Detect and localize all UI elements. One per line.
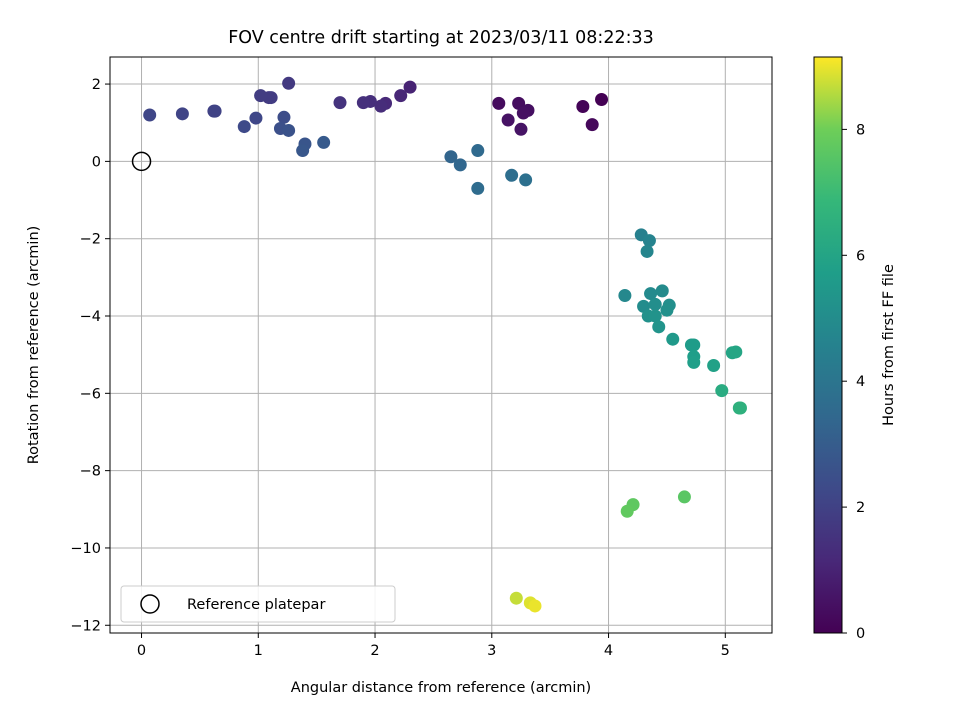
x-tick-label: 3 [487, 643, 496, 659]
colorbar-label: Hours from first FF file [881, 264, 897, 426]
data-point [642, 234, 656, 248]
axes-frame [109, 56, 773, 634]
data-point [687, 338, 701, 352]
data-point [296, 144, 310, 158]
data-point [509, 591, 523, 605]
data-point [249, 111, 263, 125]
x-axis-label: Angular distance from reference (arcmin) [291, 680, 591, 696]
data-point [637, 299, 651, 313]
data-point [618, 289, 632, 303]
data-point [715, 384, 729, 398]
data-point [237, 120, 251, 134]
y-axis-ticks: −12 −10 −8 −6 −4 −2 0 2 [70, 77, 110, 634]
legend-frame [120, 585, 396, 623]
data-point [374, 99, 388, 113]
reference-point-marker [131, 151, 152, 172]
data-point [733, 401, 747, 415]
data-point [516, 106, 530, 120]
data-point [729, 345, 743, 359]
x-tick-label: 4 [604, 643, 613, 659]
data-point [264, 91, 278, 105]
data-point [254, 89, 268, 103]
grid-lines [110, 57, 772, 633]
y-tick-label: −6 [80, 386, 101, 402]
colorbar-gradient [813, 56, 843, 634]
data-point [655, 284, 669, 298]
y-axis-label: Rotation from reference (arcmin) [26, 226, 42, 465]
data-point [707, 358, 721, 372]
data-point [453, 158, 467, 172]
data-point [356, 96, 370, 110]
x-tick-label: 1 [254, 643, 263, 659]
data-point [492, 96, 506, 110]
data-point [644, 287, 658, 301]
y-tick-label: 2 [92, 77, 101, 93]
colorbar-ticks: 0 2 4 6 8 [842, 122, 865, 642]
data-point [394, 89, 408, 103]
x-tick-label: 5 [721, 643, 730, 659]
data-point [514, 122, 528, 136]
data-point [333, 96, 347, 110]
data-point [143, 108, 157, 122]
data-point [640, 244, 654, 258]
data-point [585, 118, 599, 132]
y-tick-label: −12 [70, 618, 101, 634]
data-point [660, 303, 674, 317]
data-point [677, 490, 691, 504]
data-point [505, 168, 519, 182]
data-point [282, 76, 296, 90]
colorbar-tick-label: 2 [856, 500, 865, 516]
colorbar-tick-label: 4 [856, 374, 865, 390]
legend: Reference platepar [120, 585, 396, 623]
data-point [512, 96, 526, 110]
colorbar-tick-label: 8 [856, 122, 865, 138]
data-point [282, 123, 296, 137]
x-axis-ticks: 0 1 2 3 4 5 [137, 633, 730, 659]
x-tick-label: 2 [370, 643, 379, 659]
legend-label: Reference platepar [187, 597, 325, 613]
data-point [528, 599, 542, 613]
data-point [471, 144, 485, 158]
data-point [403, 80, 417, 94]
data-point [444, 150, 458, 164]
data-point [620, 504, 634, 518]
data-point [595, 93, 609, 107]
data-point [501, 113, 515, 127]
x-tick-label: 0 [137, 643, 146, 659]
data-point [648, 297, 662, 311]
chart-title: FOV centre drift starting at 2023/03/11 … [228, 28, 654, 48]
data-point [277, 110, 291, 124]
y-tick-label: −8 [80, 464, 101, 480]
y-tick-label: −10 [70, 541, 101, 557]
data-point [175, 107, 189, 121]
data-point [687, 355, 701, 369]
y-tick-label: −2 [80, 232, 101, 248]
colorbar-tick-label: 6 [856, 248, 865, 264]
data-point [317, 135, 331, 149]
data-point [519, 173, 533, 187]
colorbar: 0 2 4 6 8 Hours from first FF file [813, 56, 897, 642]
data-point [576, 99, 590, 113]
data-point [652, 320, 666, 334]
y-tick-label: 0 [92, 154, 101, 170]
legend-marker [140, 594, 160, 614]
data-point [648, 309, 662, 323]
data-point [208, 104, 222, 118]
data-point [666, 332, 680, 346]
data-point [471, 181, 485, 195]
y-tick-label: −4 [80, 309, 101, 325]
colorbar-tick-label: 0 [856, 626, 865, 642]
scatter-points [143, 76, 747, 613]
